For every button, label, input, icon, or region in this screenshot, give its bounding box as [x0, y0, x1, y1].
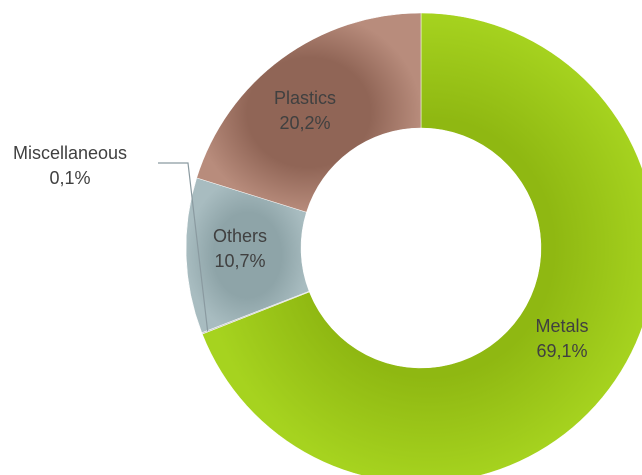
- slice-value-miscellaneous: 0,1%: [49, 168, 90, 188]
- slice-value-others: 10,7%: [214, 251, 265, 271]
- slice-value-metals: 69,1%: [536, 341, 587, 361]
- slice-plastics: [196, 12, 422, 213]
- slice-label-plastics: Plastics 20,2%: [274, 88, 336, 133]
- slice-metals: [202, 12, 642, 475]
- slice-label-miscellaneous: Miscellaneous 0,1%: [13, 143, 127, 188]
- slice-name-miscellaneous: Miscellaneous: [13, 143, 127, 163]
- slice-value-plastics: 20,2%: [279, 113, 330, 133]
- slice-name-plastics: Plastics: [274, 88, 336, 108]
- slice-name-others: Others: [213, 226, 267, 246]
- slice-name-metals: Metals: [535, 316, 588, 336]
- slice-label-others: Others 10,7%: [213, 226, 267, 271]
- slice-label-metals: Metals 69,1%: [535, 316, 588, 361]
- leader-line-miscellaneous: [158, 162, 209, 332]
